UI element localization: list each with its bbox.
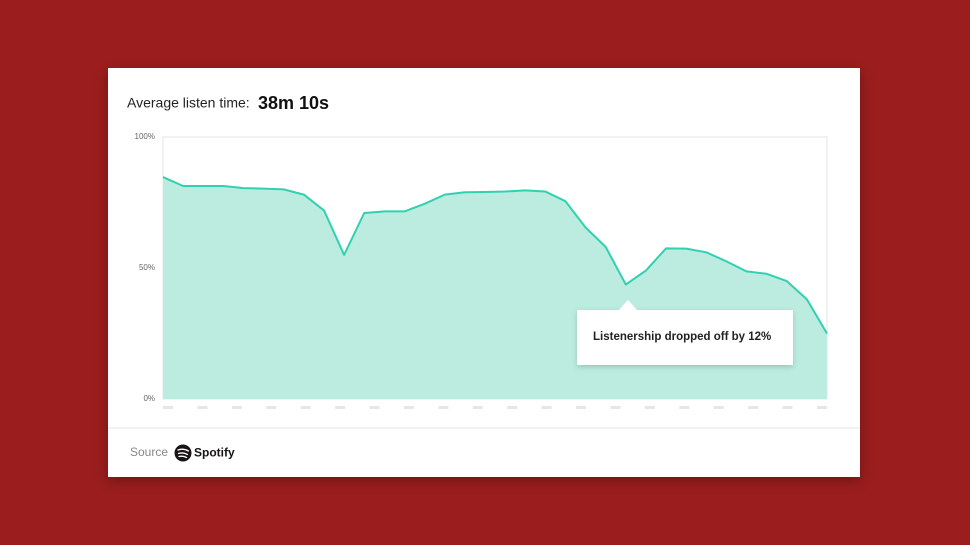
x-tick-placeholder [266, 406, 277, 409]
x-tick-placeholder [403, 406, 414, 409]
callout-caret [618, 300, 638, 311]
x-tick-placeholder [197, 406, 208, 409]
x-tick-placeholder [300, 406, 311, 409]
x-tick-placeholder [782, 406, 793, 409]
brand: Spotify [194, 446, 235, 460]
x-tick-placeholder [748, 406, 759, 409]
x-tick-placeholder [679, 406, 690, 409]
source-label: Source [130, 445, 168, 459]
x-tick-placeholder [817, 406, 827, 409]
x-tick-placeholder [507, 406, 518, 409]
x-tick-placeholder [369, 406, 380, 409]
x-tick-placeholder [438, 406, 449, 409]
y-tick-label: 50% [139, 263, 155, 272]
x-tick-placeholder [644, 406, 655, 409]
title: Average listen time: [127, 95, 250, 111]
x-tick-placeholder [335, 406, 346, 409]
x-tick-placeholder [163, 406, 173, 409]
spotify-logo: Spotify [174, 444, 235, 462]
y-tick-label: 100% [135, 132, 155, 141]
area-line [162, 176, 828, 335]
x-tick-placeholder [231, 406, 242, 409]
x-tick-placeholder [713, 406, 724, 409]
x-tick-placeholder [576, 406, 587, 409]
x-tick-placeholder [472, 406, 483, 409]
x-tick-placeholder [610, 406, 621, 409]
annotation: Listenership dropped off by 12% [593, 331, 771, 343]
subtitle: 38m 10s [258, 93, 329, 113]
x-tick-placeholder [541, 406, 552, 409]
annotation-callout: Listenership dropped off by 12% [577, 300, 793, 365]
plot: 0% 50% 100% Listenership dropped off by 12% [135, 132, 828, 409]
y-tick-label: 0% [143, 394, 155, 403]
callout-box [577, 310, 793, 365]
logo-stripes [177, 448, 190, 459]
